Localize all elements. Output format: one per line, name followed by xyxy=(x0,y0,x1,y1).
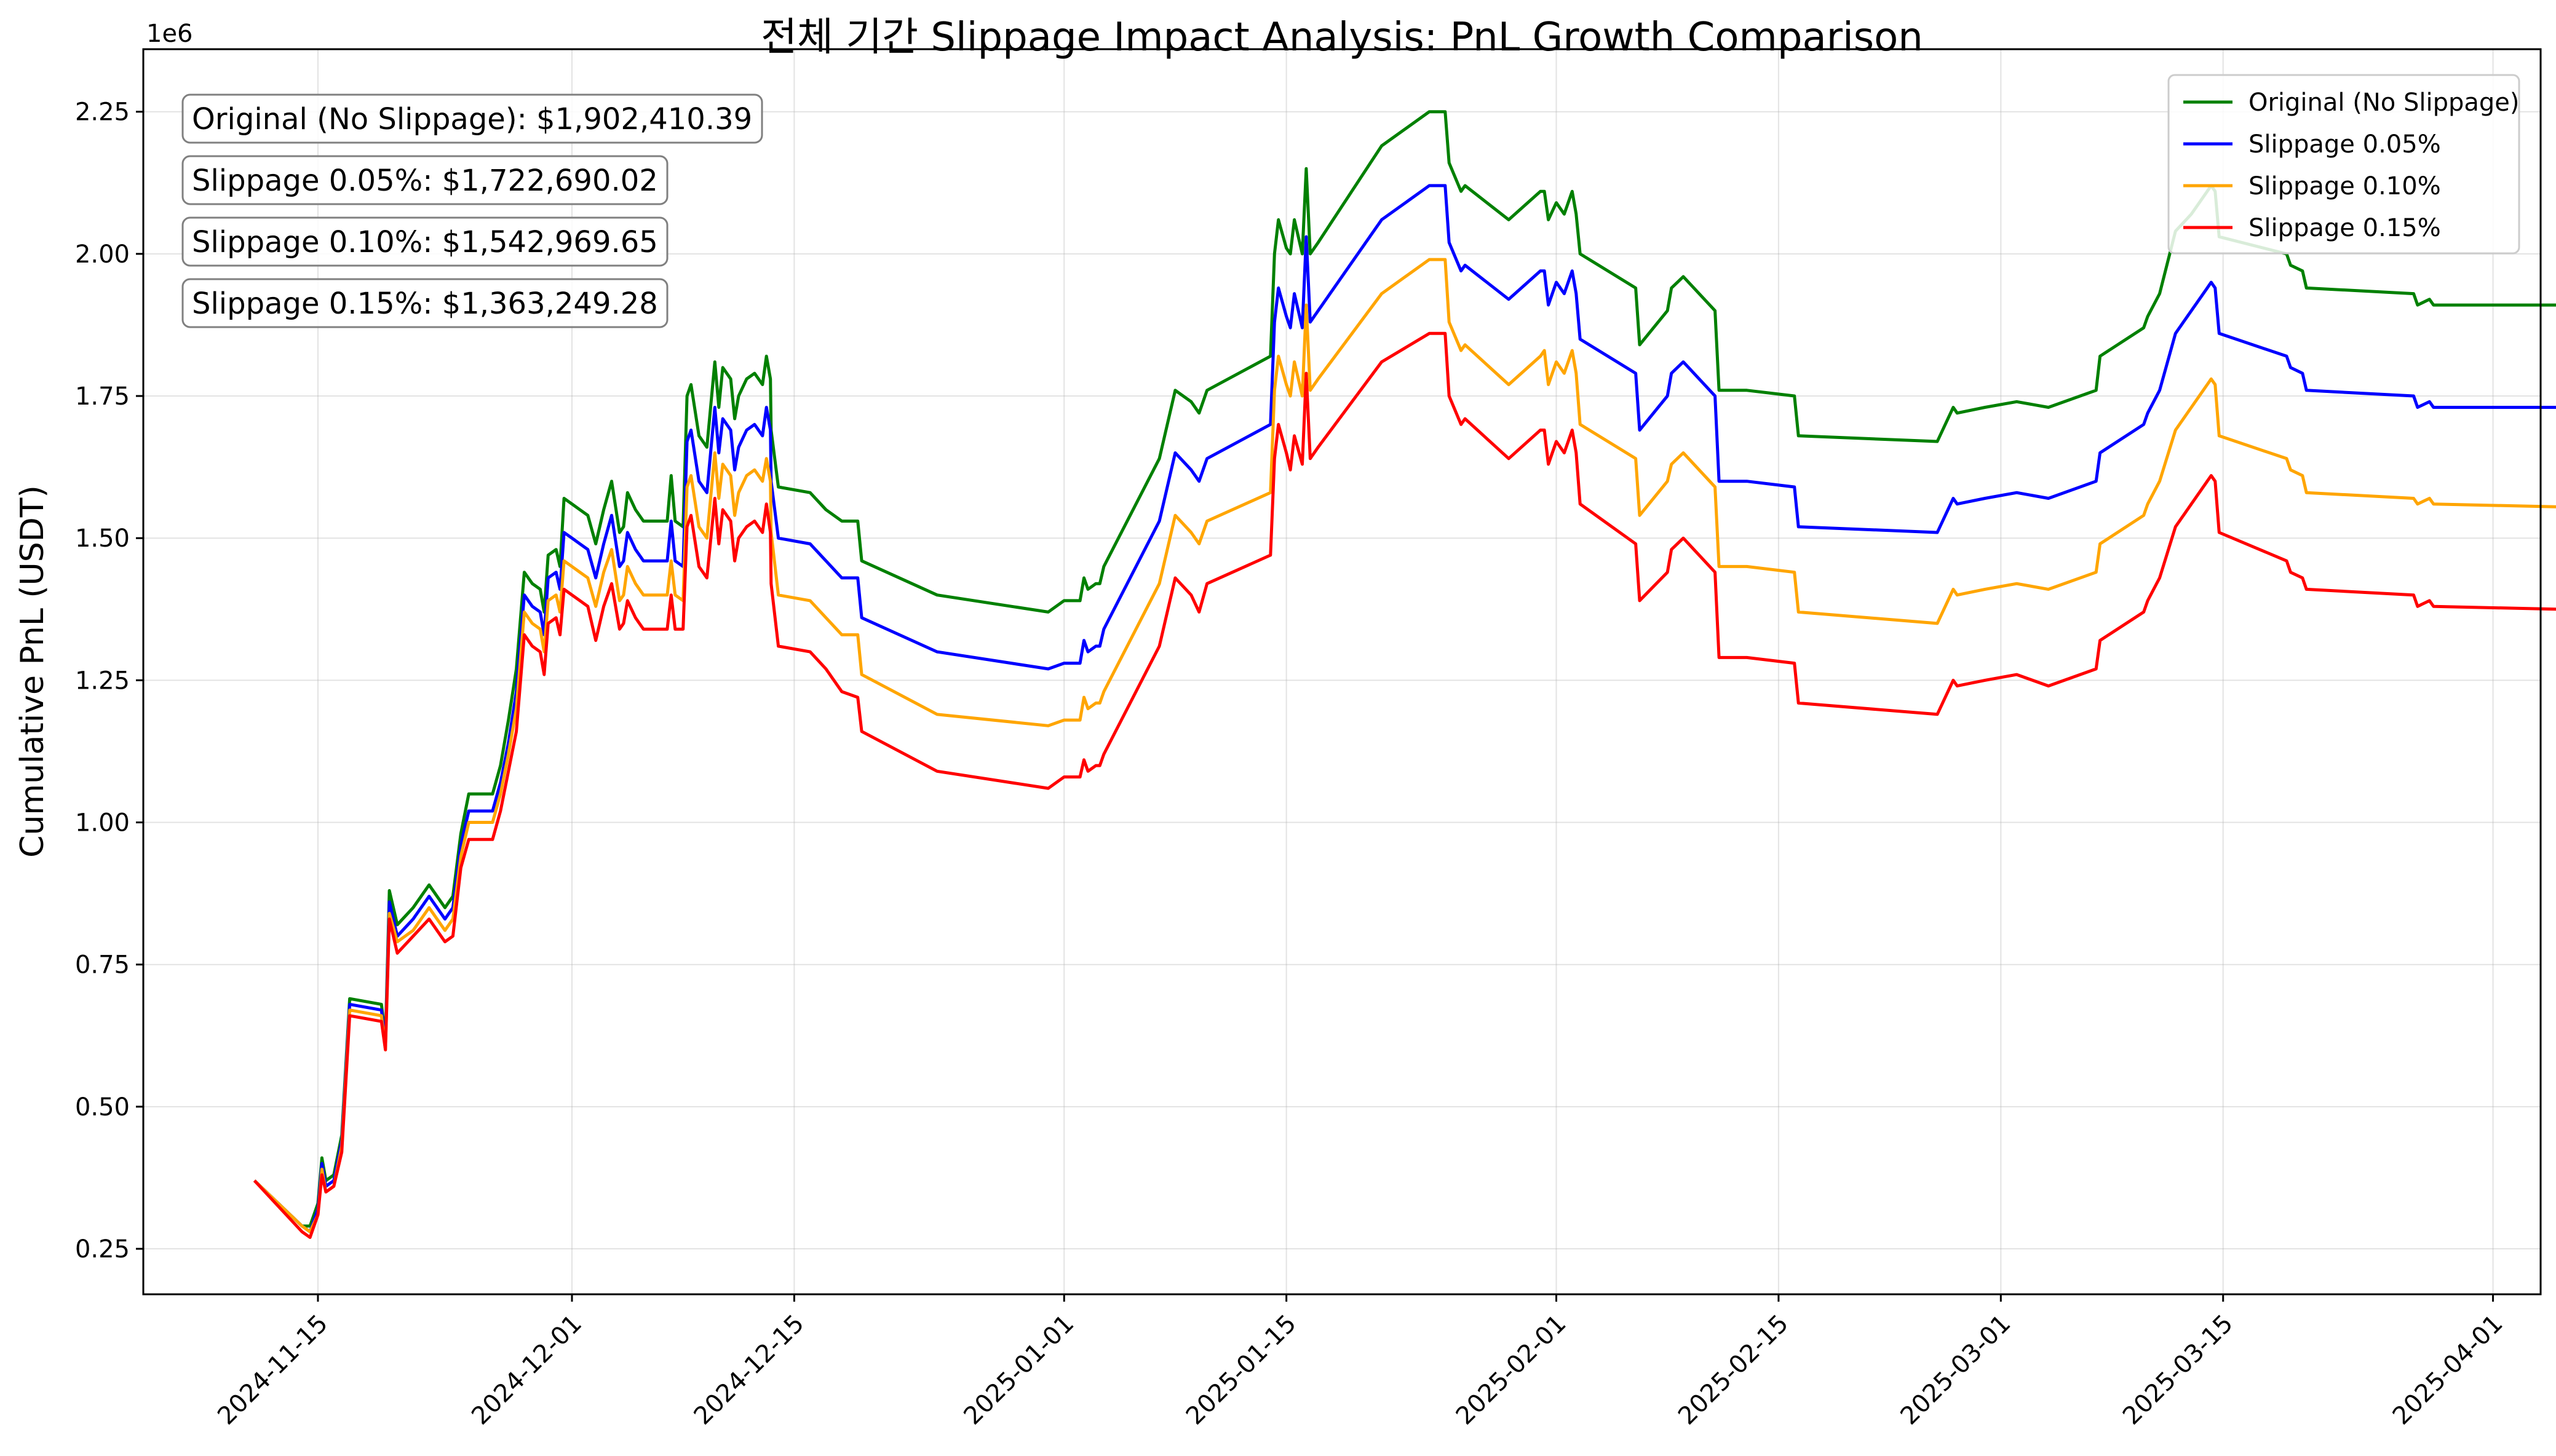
y-axis-label: Cumulative PnL (USDT) xyxy=(14,485,51,858)
annotation-box-3: Slippage 0.15%: $1,363,249.28 xyxy=(181,278,669,328)
annotation-box-2: Slippage 0.10%: $1,542,969.65 xyxy=(181,216,669,267)
series-line-0 xyxy=(253,110,2556,1228)
y-tick-label: 2.00 xyxy=(75,240,130,269)
final-value-annotations: Original (No Slippage): $1,902,410.39 Sli… xyxy=(181,93,763,328)
series-lines xyxy=(253,110,2556,1239)
annotation-text: Slippage 0.05%: $1,722,690.02 xyxy=(192,164,658,198)
annotation-frame xyxy=(181,93,763,144)
plot-frame xyxy=(142,48,2542,1296)
annotation-text: Slippage 0.15%: $1,363,249.28 xyxy=(192,287,658,321)
y-tick-label: 2.25 xyxy=(75,98,130,127)
legend-label-0: Original (No Slippage) xyxy=(2248,89,2519,117)
legend-label-2: Slippage 0.10% xyxy=(2248,172,2441,200)
y-tick-label: 1.25 xyxy=(75,667,130,695)
legend-label-3: Slippage 0.15% xyxy=(2248,214,2441,242)
y-tick-label: 0.50 xyxy=(75,1093,130,1122)
annotation-frame xyxy=(181,155,669,205)
series-line-3 xyxy=(253,331,2556,1239)
chart-title: 전체 기간 Slippage Impact Analysis: PnL Grow… xyxy=(761,15,1923,60)
y-tick-label: 0.75 xyxy=(75,951,130,979)
annotation-frame xyxy=(181,216,669,267)
series-line-2 xyxy=(253,258,2556,1233)
annotation-frame xyxy=(181,278,669,328)
annotation-box-0: Original (No Slippage): $1,902,410.39 xyxy=(181,93,763,144)
y-tick-label: 1.75 xyxy=(75,382,130,411)
legend: Original (No Slippage) Slippage 0.05% Slip… xyxy=(2167,74,2520,255)
annotation-text: Original (No Slippage): $1,902,410.39 xyxy=(192,102,752,136)
legend-label-1: Slippage 0.05% xyxy=(2248,130,2441,159)
y-axis-offset-text: 1e6 xyxy=(146,20,193,48)
y-tick-label: 1.50 xyxy=(75,524,130,553)
y-tick-label: 0.25 xyxy=(75,1235,130,1264)
legend-frame xyxy=(2167,74,2520,255)
y-tick-label: 1.00 xyxy=(75,809,130,837)
annotation-box-1: Slippage 0.05%: $1,722,690.02 xyxy=(181,155,669,205)
series-line-1 xyxy=(253,184,2556,1233)
annotation-text: Slippage 0.10%: $1,542,969.65 xyxy=(192,225,658,259)
